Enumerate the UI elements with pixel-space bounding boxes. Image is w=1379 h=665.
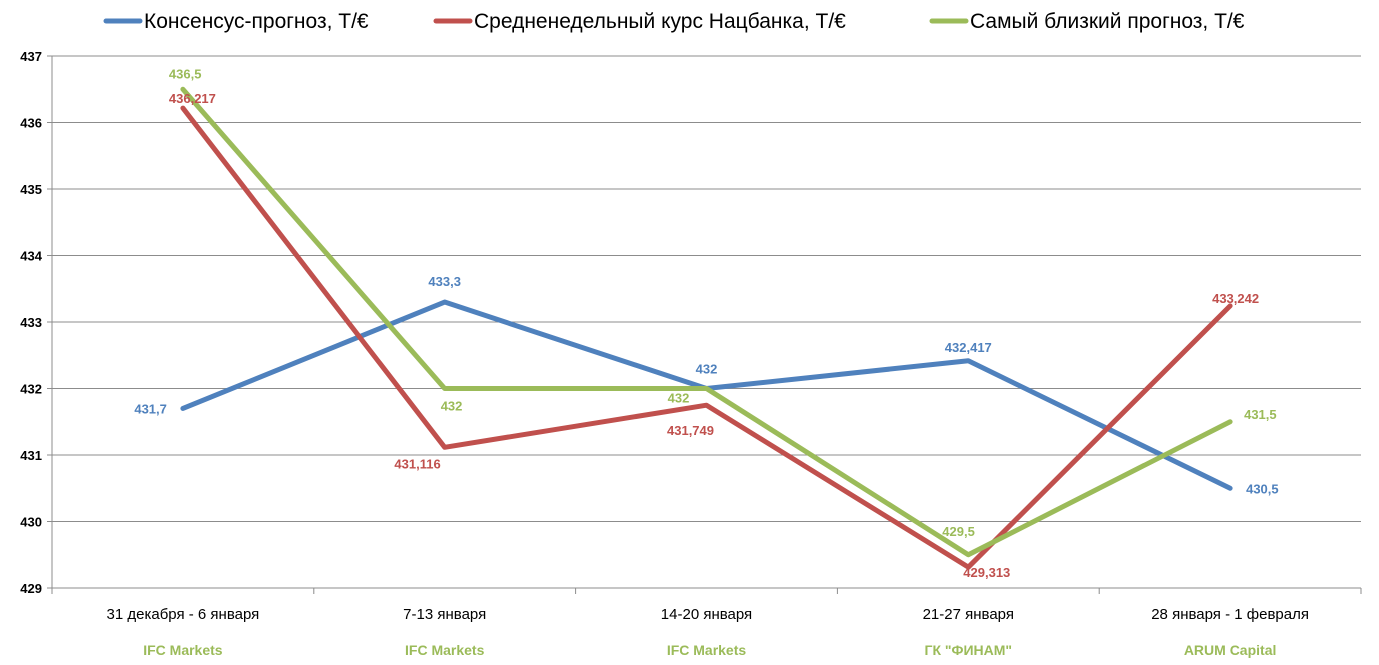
x-sublabel: IFC Markets xyxy=(405,642,485,658)
series-group xyxy=(180,86,1233,570)
data-label: 436,217 xyxy=(169,91,216,106)
x-tick-label: 7-13 января xyxy=(403,606,486,623)
x-sublabel: IFC Markets xyxy=(667,642,747,658)
legend: Консенсус-прогноз, Т/€ Средненедельный ку… xyxy=(103,10,1245,33)
series-line-2 xyxy=(180,105,1233,570)
axes: 429 430 431 432 433 434 435 436 437 31 декабря - … xyxy=(20,49,1362,658)
legend-entry: Консенсус-прогноз, Т/€ xyxy=(144,10,369,33)
legend-entry: Средненедельный курс Нацбанка, Т/€ xyxy=(474,10,846,33)
data-label: 433,242 xyxy=(1212,291,1259,306)
y-tick-label: 434 xyxy=(20,249,42,264)
data-label: 436,5 xyxy=(169,66,202,81)
x-tick-label: 31 декабря - 6 января xyxy=(107,606,260,623)
data-label: 431,5 xyxy=(1244,407,1277,422)
y-tick-label: 435 xyxy=(20,182,42,197)
x-tick-label: 21-27 января xyxy=(923,606,1014,623)
data-label: 430,5 xyxy=(1246,481,1279,496)
data-label: 432 xyxy=(441,399,463,414)
series-line-3 xyxy=(180,86,1233,558)
data-label: 432 xyxy=(696,362,718,377)
data-label: 432 xyxy=(668,391,690,406)
data-label: 431,7 xyxy=(134,401,167,416)
grid xyxy=(52,55,1361,589)
data-labels: 431,7 433,3 432 432,417 430,5 436,217 431,116 4… xyxy=(134,66,1278,580)
data-label: 431,749 xyxy=(667,423,714,438)
data-label: 429,5 xyxy=(942,524,975,539)
x-tick-label: 28 января - 1 февраля xyxy=(1151,606,1309,623)
y-tick-label: 429 xyxy=(20,581,42,596)
y-tick-label: 431 xyxy=(20,448,42,463)
data-label: 431,116 xyxy=(394,456,440,471)
y-tick-label: 432 xyxy=(20,382,42,397)
y-tick-label: 433 xyxy=(20,315,42,330)
x-sublabel: ARUM Capital xyxy=(1184,642,1277,658)
x-sublabel: IFC Markets xyxy=(143,642,223,658)
y-tick-label: 436 xyxy=(20,116,42,131)
data-label: 429,313 xyxy=(963,565,1010,580)
y-tick-label: 430 xyxy=(20,515,42,530)
legend-entry: Самый близкий прогноз, Т/€ xyxy=(970,10,1245,33)
x-tick-label: 14-20 января xyxy=(661,606,752,623)
y-tick-label: 437 xyxy=(20,49,42,64)
data-label: 433,3 xyxy=(428,274,461,289)
data-label: 432,417 xyxy=(945,340,992,355)
x-sublabel: ГК "ФИНАМ" xyxy=(925,642,1013,658)
